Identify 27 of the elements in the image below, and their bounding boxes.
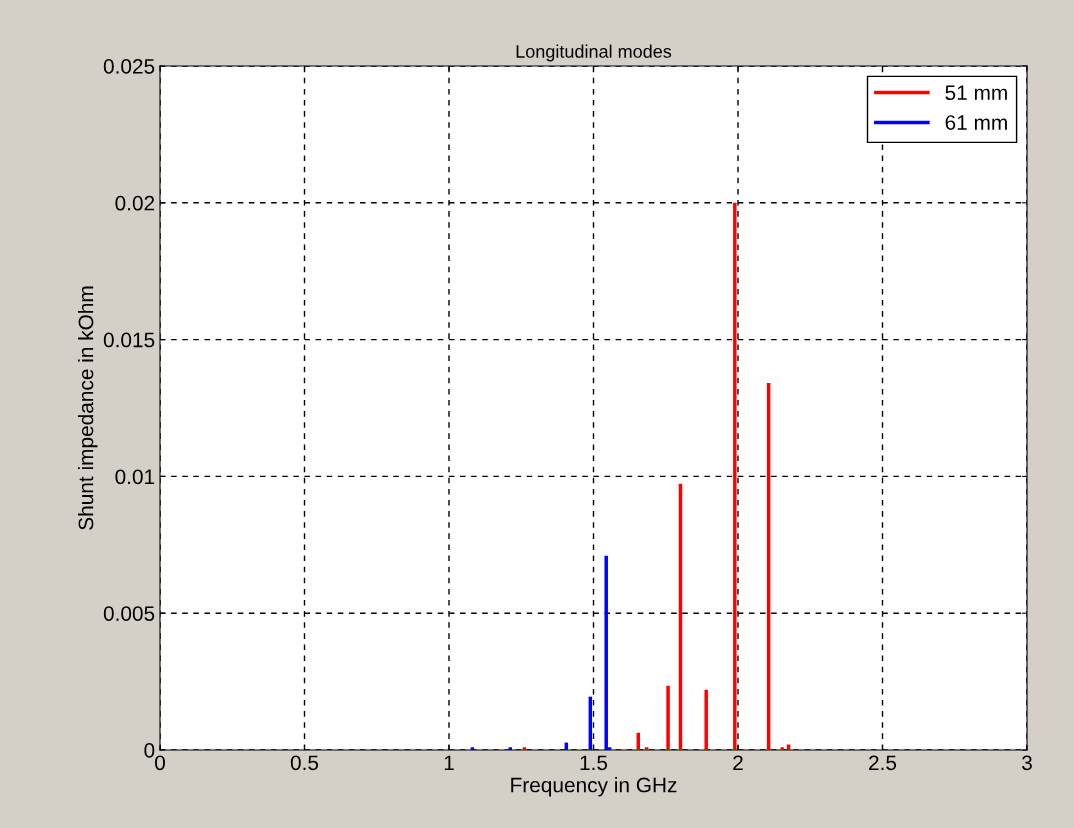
x-tick-label: 3	[1022, 755, 1032, 771]
x-tick-label: 2	[733, 755, 743, 770]
bar	[733, 202, 737, 750]
legend-label: 61 mm	[945, 115, 1007, 130]
bar	[522, 747, 527, 750]
bar	[644, 747, 649, 750]
x-tick-label: 0	[155, 755, 165, 771]
x-tick-label: 1	[444, 755, 454, 770]
y-tick-label: 0.015	[103, 332, 155, 348]
y-tick-label: 0.005	[103, 606, 155, 621]
bar	[780, 747, 784, 750]
x-tick-label: 2.5	[869, 755, 897, 771]
y-axis-title: Shunt impedance in kOhm	[78, 286, 98, 530]
chart-title: Longitudinal modes	[516, 44, 672, 62]
bar	[666, 685, 670, 750]
bar	[470, 747, 475, 750]
bar	[704, 689, 708, 750]
y-tick-label: 0	[144, 743, 155, 758]
y-tick-label: 0.025	[103, 59, 155, 74]
y-tick-label: 0.02	[115, 195, 155, 211]
x-axis-title: Frequency in GHz	[511, 777, 677, 797]
legend-label: 51 mm	[945, 85, 1007, 101]
bar	[604, 555, 608, 750]
y-tick-label: 0.01	[115, 469, 155, 485]
x-tick-label: 1.5	[580, 755, 608, 771]
bar	[508, 747, 512, 750]
x-tick-label: 0.5	[290, 755, 319, 771]
